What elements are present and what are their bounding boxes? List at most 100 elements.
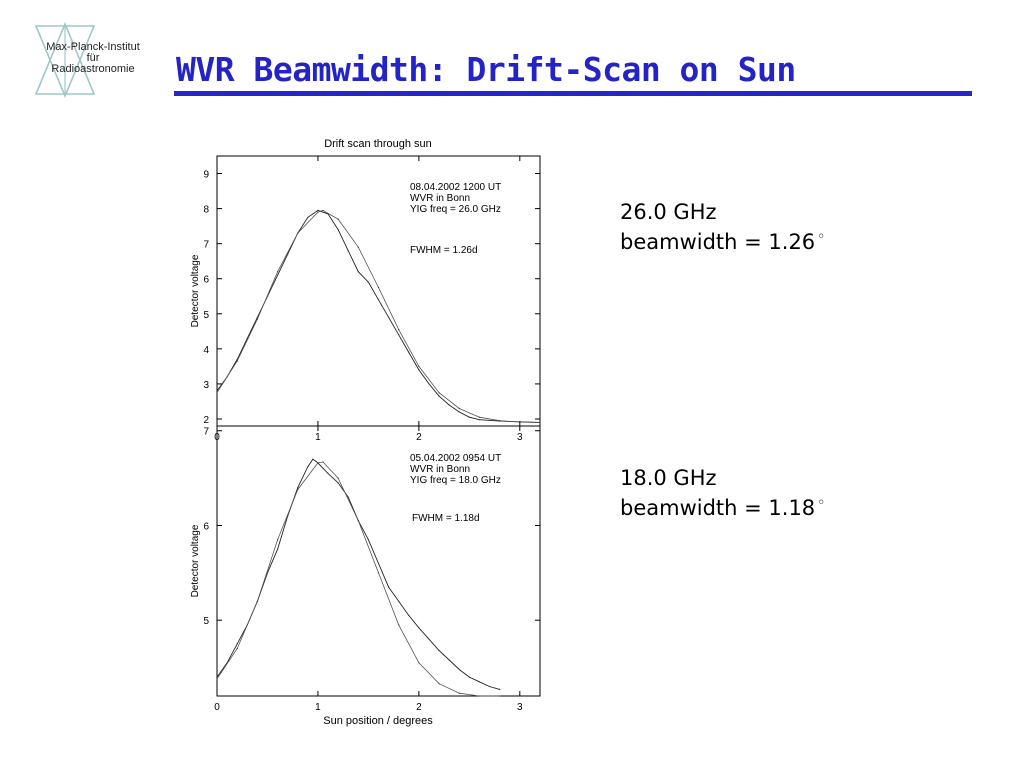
data-point <box>337 229 339 231</box>
annotation-26ghz: 26.0 GHz beamwidth = 1.26 ◦ <box>620 197 825 257</box>
data-point <box>347 496 349 498</box>
drift-scan-figure: Drift scan through sun 0 1 2 3 2 3 4 5 6 7 8 9 Detec… <box>190 138 541 727</box>
y-axis-label: Detector voltage <box>190 254 201 327</box>
annotation-frequency: 26.0 GHz <box>620 200 717 224</box>
data-point <box>337 482 339 484</box>
annotation-frequency: 18.0 GHz <box>620 466 717 490</box>
data-point <box>277 548 279 550</box>
data-point <box>438 683 440 685</box>
data-point <box>277 274 279 276</box>
data-point <box>418 365 420 367</box>
logo-line-3: Radioastronomie <box>51 63 135 75</box>
measured-series-line <box>216 209 541 423</box>
data-point <box>236 648 238 650</box>
data-point <box>438 392 440 394</box>
chart-note: 08.04.2002 1200 UT <box>410 182 501 193</box>
data-point <box>377 299 380 301</box>
y-tick-label: 8 <box>203 205 209 216</box>
chart-note: YIG freq = 26.0 GHz <box>410 204 501 215</box>
data-point <box>377 572 380 574</box>
data-point <box>478 681 480 683</box>
data-point <box>408 614 410 617</box>
institute-logo: Max-Planck-Institut für Radioastronomie <box>28 20 158 100</box>
x-tick-label: 1 <box>315 702 321 713</box>
data-point <box>398 624 400 626</box>
triangle-logo-icon <box>34 21 96 99</box>
data-point <box>297 488 299 491</box>
chart-note: WVR in Bonn <box>410 193 470 204</box>
data-point <box>337 477 339 479</box>
y-tick-label: 4 <box>203 345 209 356</box>
logo-line-2: für <box>86 52 100 64</box>
data-point <box>408 351 410 353</box>
data-point <box>448 404 450 406</box>
data-point <box>438 395 440 397</box>
data-point <box>428 638 430 640</box>
chart-title: Drift scan through sun <box>324 138 432 150</box>
data-point <box>418 662 420 664</box>
data-point <box>357 271 359 273</box>
data-point <box>287 253 289 255</box>
data-point <box>216 390 218 392</box>
data-point <box>418 627 420 629</box>
data-point <box>277 539 279 541</box>
data-point <box>322 461 324 463</box>
data-point <box>448 659 450 661</box>
fit-series-line <box>216 461 500 697</box>
fwhm-label: FWHM = 1.26d <box>410 245 478 256</box>
x-tick-label: 0 <box>214 702 220 713</box>
data-point <box>478 416 480 418</box>
y-tick-label: 5 <box>203 310 209 321</box>
data-point <box>357 520 359 522</box>
data-point <box>367 539 369 541</box>
data-point <box>398 329 400 331</box>
data-point <box>388 316 390 318</box>
data-point <box>347 250 349 252</box>
degree-symbol: ◦ <box>817 495 826 511</box>
y-tick-label: 5 <box>203 616 209 627</box>
data-point <box>499 420 501 422</box>
x-tick-label: 2 <box>416 702 422 713</box>
annotation-beamwidth: beamwidth = 1.26 <box>620 230 816 254</box>
data-point <box>322 209 324 211</box>
measured-series-line <box>216 458 500 690</box>
annotation-18ghz: 18.0 GHz beamwidth = 1.18 ◦ <box>620 463 825 523</box>
data-point <box>458 692 460 694</box>
data-point <box>256 318 258 320</box>
data-point <box>297 487 299 489</box>
data-point <box>398 334 400 336</box>
data-point <box>478 695 480 697</box>
data-point <box>256 600 258 602</box>
data-point <box>377 286 380 289</box>
data-point <box>317 211 319 213</box>
data-point <box>519 421 521 423</box>
data-point <box>216 678 218 680</box>
data-point <box>216 392 218 394</box>
data-point <box>307 216 309 218</box>
data-point <box>327 472 329 474</box>
data-point <box>499 695 501 697</box>
degree-symbol: ◦ <box>817 229 826 245</box>
data-point <box>317 462 319 464</box>
y-tick-label: 7 <box>203 240 209 251</box>
data-point <box>297 232 299 234</box>
data-point <box>216 676 218 678</box>
data-point <box>458 668 460 671</box>
data-point <box>418 369 420 371</box>
data-point <box>478 419 480 421</box>
data-point <box>367 281 369 283</box>
data-point <box>337 218 339 220</box>
data-point <box>236 643 238 645</box>
y-tick-label: 2 <box>203 415 209 426</box>
data-point <box>468 676 470 678</box>
data-point <box>539 421 541 424</box>
data-point <box>468 416 470 418</box>
y-tick-label: 6 <box>203 521 209 532</box>
plot-frame <box>216 425 541 697</box>
data-point <box>488 685 491 688</box>
x-tick-label: 3 <box>517 702 523 713</box>
data-point <box>458 411 460 413</box>
x-tick-label: 2 <box>416 432 422 443</box>
data-point <box>428 383 430 385</box>
